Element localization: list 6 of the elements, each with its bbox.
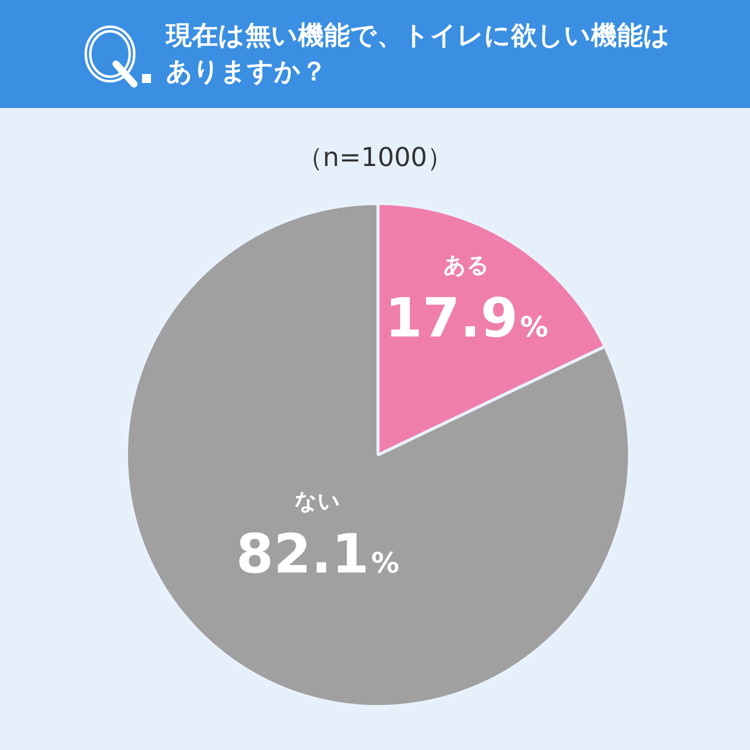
data-label: 17.9%	[384, 286, 548, 350]
data-label: 82.1%	[236, 522, 400, 586]
chart-subtitle: （n=1000）	[296, 142, 454, 175]
slice-label: ある	[444, 254, 490, 279]
chart-title: 現在は無い機能で、トイレに欲しい機能はありますか？	[166, 20, 671, 89]
slice-label: ない	[294, 490, 341, 515]
